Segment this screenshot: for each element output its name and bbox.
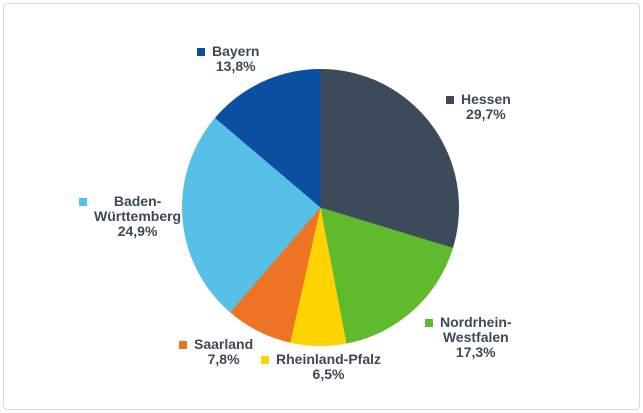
slice-label-saarland: Saarland 7,8% [179,337,253,367]
slice-label-baden-wuerttemberg: Baden- Württemberg 24,9% [79,194,181,239]
legend-marker-nordrhein-westfalen-icon [425,319,433,327]
legend-marker-rheinland-pfalz-icon [261,356,269,364]
legend-marker-bayern-icon [197,48,205,56]
slice-label-hessen: Hessen 29,7% [446,92,511,122]
chart-frame: Hessen 29,7% Nordrhein- Westfalen 17,3% … [3,3,640,410]
slice-label-bayern: Bayern 13,8% [197,44,259,74]
slice-label-text: Rheinland-Pfalz 6,5% [276,351,382,382]
slice-label-nordrhein-westfalen: Nordrhein- Westfalen 17,3% [425,315,512,360]
slice-label-text: Nordrhein- Westfalen 17,3% [440,314,512,360]
slice-label-text: Bayern 13,8% [212,43,260,74]
slice-label-text: Saarland 7,8% [194,336,254,367]
pie-chart [182,69,459,346]
slice-label-text: Hessen 29,7% [461,91,511,122]
legend-marker-baden-wuerttemberg-icon [79,198,87,206]
legend-marker-hessen-icon [446,96,454,104]
slice-label-text: Baden- Württemberg 24,9% [94,193,182,239]
legend-marker-saarland-icon [179,341,187,349]
slice-label-rheinland-pfalz: Rheinland-Pfalz 6,5% [261,352,381,382]
